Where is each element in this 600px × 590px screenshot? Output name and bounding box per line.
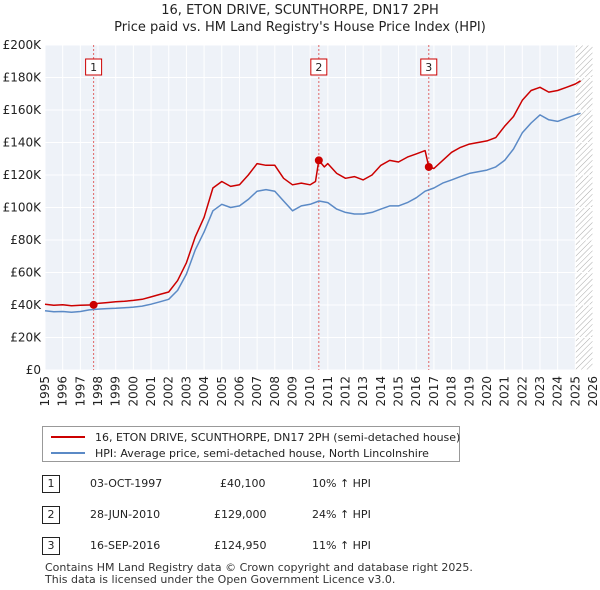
- y-tick-label: £180K: [3, 71, 43, 85]
- x-tick-label: 2005: [215, 376, 229, 407]
- x-tick-label: 2015: [392, 376, 406, 407]
- sale-point: [424, 162, 433, 171]
- x-tick-label: 1998: [91, 376, 105, 407]
- x-tick-label: 2016: [409, 376, 423, 407]
- x-tick-label: 2021: [498, 376, 512, 407]
- x-tick-label: 2009: [285, 376, 299, 407]
- sale-point: [314, 156, 323, 165]
- transaction-price: £124,950: [214, 539, 267, 552]
- x-tick-label: 2020: [480, 376, 494, 407]
- transaction-badge: 3: [42, 537, 60, 555]
- sale-label: 2: [315, 61, 322, 74]
- x-tick-label: 2007: [250, 376, 264, 407]
- transaction-price: £129,000: [214, 508, 267, 521]
- x-tick-label: 2024: [551, 376, 565, 407]
- transaction-date: 28-JUN-2010: [90, 508, 161, 521]
- transaction-badge: 2: [42, 506, 60, 524]
- transaction-date: 16-SEP-2016: [90, 539, 161, 552]
- x-tick-label: 2018: [445, 376, 459, 407]
- legend-item-hpi: HPI: Average price, semi-detached house,…: [51, 446, 429, 460]
- x-tick-label: 2017: [427, 376, 441, 407]
- sale-label-box: [310, 58, 328, 76]
- x-tick-label: 1999: [109, 376, 123, 407]
- y-tick-label: £100K: [3, 201, 43, 215]
- legend-label-hpi: HPI: Average price, semi-detached house,…: [95, 446, 429, 460]
- transaction-badge: 1: [42, 475, 60, 493]
- y-tick-label: £20K: [10, 331, 42, 345]
- y-tick-label: £120K: [3, 168, 43, 182]
- legend-swatch-hpi: [51, 452, 85, 454]
- transaction-hpi: 10% ↑ HPI: [312, 477, 371, 490]
- sale-label-box: [420, 58, 438, 76]
- y-tick-label: £160K: [3, 103, 43, 117]
- chart-legend: 16, ETON DRIVE, SCUNTHORPE, DN17 2PH (se…: [42, 426, 460, 462]
- price-chart: £0 £20K £40K £60K £80K £100K £120K £140K £160K £1…: [3, 38, 600, 407]
- footer-licence: This data is licensed under the Open Gov…: [45, 573, 396, 586]
- hpi-series-line: [44, 112, 581, 314]
- y-tick-label: £60K: [10, 266, 42, 280]
- x-tick-label: 1997: [73, 376, 87, 407]
- sale-point: [89, 300, 98, 309]
- x-tick-label: 2006: [232, 376, 246, 407]
- x-tick-label: 2019: [462, 376, 476, 407]
- x-tick-label: 2013: [356, 376, 370, 407]
- x-tick-label: 2012: [339, 376, 353, 407]
- x-tick-label: 2000: [126, 376, 140, 407]
- transaction-price: £40,100: [220, 477, 266, 490]
- y-tick-label: £200K: [3, 38, 43, 52]
- x-tick-label: 2001: [144, 376, 158, 407]
- sale-label-box: [85, 58, 103, 76]
- property-series-line: [44, 80, 581, 307]
- x-tick-label: 2002: [162, 376, 176, 407]
- chart-subtitle: Price paid vs. HM Land Registry's House …: [114, 20, 486, 35]
- sale-label: 1: [90, 61, 97, 74]
- y-tick-label: £0: [26, 363, 41, 377]
- chart-title: 16, ETON DRIVE, SCUNTHORPE, DN17 2PH: [161, 3, 439, 18]
- transaction-hpi: 11% ↑ HPI: [312, 539, 371, 552]
- sale-label: 3: [425, 61, 432, 74]
- x-tick-label: 1996: [56, 376, 70, 407]
- x-tick-label: 2011: [321, 376, 335, 407]
- x-tick-label: 1995: [38, 376, 52, 407]
- x-tick-label: 2008: [268, 376, 282, 407]
- y-tick-label: £140K: [3, 136, 43, 150]
- transaction-date: 03-OCT-1997: [90, 477, 163, 490]
- x-tick-label: 2025: [568, 376, 582, 407]
- x-tick-label: 2022: [515, 376, 529, 407]
- x-tick-label: 2010: [303, 376, 317, 407]
- x-tick-label: 2026: [586, 376, 600, 407]
- x-tick-label: 2023: [533, 376, 547, 407]
- x-tick-label: 2003: [179, 376, 193, 407]
- y-tick-label: £80K: [10, 233, 42, 247]
- legend-swatch-property: [51, 436, 85, 438]
- transaction-hpi: 24% ↑ HPI: [312, 508, 371, 521]
- legend-label-property: 16, ETON DRIVE, SCUNTHORPE, DN17 2PH (se…: [95, 430, 461, 444]
- y-tick-label: £40K: [10, 298, 42, 312]
- footer-copyright: Contains HM Land Registry data © Crown c…: [45, 561, 473, 574]
- legend-item-property: 16, ETON DRIVE, SCUNTHORPE, DN17 2PH (se…: [51, 430, 460, 444]
- x-tick-label: 2014: [374, 376, 388, 407]
- x-tick-label: 2004: [197, 376, 211, 407]
